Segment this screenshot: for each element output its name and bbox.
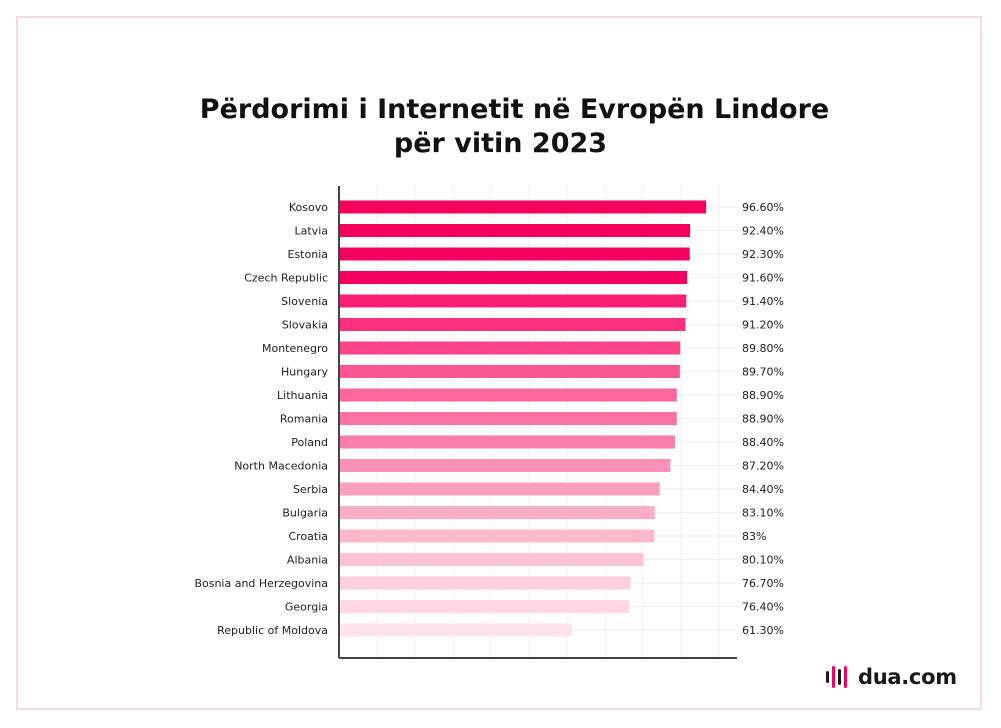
category-label: Poland bbox=[291, 436, 328, 449]
bar bbox=[339, 435, 675, 449]
bar bbox=[339, 482, 660, 496]
bar bbox=[339, 623, 572, 637]
bar bbox=[339, 576, 631, 590]
value-label: 91.20% bbox=[742, 319, 784, 332]
axes bbox=[338, 186, 737, 659]
bar bbox=[339, 200, 707, 214]
category-label: Croatia bbox=[288, 530, 328, 543]
value-labels: 96.60% 92.40% 92.30% 91.60% 91.40% 91.20% 89.8… bbox=[742, 201, 784, 637]
chart-frame bbox=[16, 16, 982, 710]
bar bbox=[339, 318, 686, 331]
bar bbox=[339, 341, 681, 355]
category-label: Bulgaria bbox=[282, 507, 328, 520]
logo-bar bbox=[826, 671, 829, 683]
category-label: Czech Republic bbox=[244, 272, 328, 285]
brand-logo: dua.com bbox=[824, 660, 957, 694]
category-label: Montenegro bbox=[262, 342, 328, 355]
category-label: Bosnia and Herzegovina bbox=[194, 577, 328, 590]
bar bbox=[339, 412, 677, 425]
logo-bar bbox=[838, 669, 841, 685]
category-label: Albania bbox=[287, 554, 328, 567]
category-label: Latvia bbox=[295, 225, 329, 238]
bar bbox=[339, 506, 655, 519]
category-label: Hungary bbox=[281, 366, 328, 379]
bar bbox=[339, 224, 691, 237]
value-label: 89.80% bbox=[742, 342, 784, 355]
category-label: Slovakia bbox=[282, 319, 328, 332]
value-label: 87.20% bbox=[742, 460, 784, 473]
bar bbox=[339, 271, 688, 284]
value-label: 88.90% bbox=[742, 413, 784, 426]
bar bbox=[339, 388, 677, 402]
logo-bar bbox=[832, 666, 835, 688]
chart-title-line1: Përdorimi i Internetit në Evropën Lindor… bbox=[199, 94, 830, 125]
value-label: 92.30% bbox=[742, 248, 784, 261]
value-label: 92.40% bbox=[742, 225, 784, 238]
bar bbox=[339, 529, 655, 543]
category-label: Georgia bbox=[285, 601, 328, 614]
value-label: 89.70% bbox=[742, 366, 784, 379]
category-label: Kosovo bbox=[289, 201, 328, 214]
logo-bars-icon bbox=[826, 666, 847, 688]
value-label: 61.30% bbox=[742, 624, 784, 637]
chart-title-line2: për vitin 2023 bbox=[393, 128, 608, 159]
category-label: Republic of Moldova bbox=[217, 624, 328, 637]
value-label: 80.10% bbox=[742, 554, 784, 567]
bar bbox=[339, 247, 690, 261]
category-label: Lithuania bbox=[277, 389, 328, 402]
bar bbox=[339, 553, 644, 566]
bar bbox=[339, 600, 630, 613]
value-label: 91.60% bbox=[742, 272, 784, 285]
category-label: Estonia bbox=[288, 248, 329, 261]
value-label: 83.10% bbox=[742, 507, 784, 520]
category-labels: Kosovo Latvia Estonia Czech Republic Sloveni… bbox=[194, 201, 328, 637]
value-label: 88.40% bbox=[742, 436, 784, 449]
value-label: 76.40% bbox=[742, 601, 784, 614]
value-label: 96.60% bbox=[742, 201, 784, 214]
value-label: 84.40% bbox=[742, 483, 784, 496]
category-label: Serbia bbox=[293, 483, 328, 496]
category-label: Slovenia bbox=[281, 295, 328, 308]
value-label: 88.90% bbox=[742, 389, 784, 402]
bar bbox=[339, 294, 687, 308]
logo-text: dua.com bbox=[858, 665, 957, 689]
logo-bar bbox=[844, 666, 847, 688]
bar bbox=[339, 459, 671, 472]
value-label: 76.70% bbox=[742, 577, 784, 590]
category-label: North Macedonia bbox=[234, 460, 328, 473]
value-label: 83% bbox=[742, 530, 766, 543]
category-label: Romania bbox=[280, 413, 328, 426]
value-label: 91.40% bbox=[742, 295, 784, 308]
bars bbox=[339, 200, 707, 637]
bar bbox=[339, 365, 680, 378]
